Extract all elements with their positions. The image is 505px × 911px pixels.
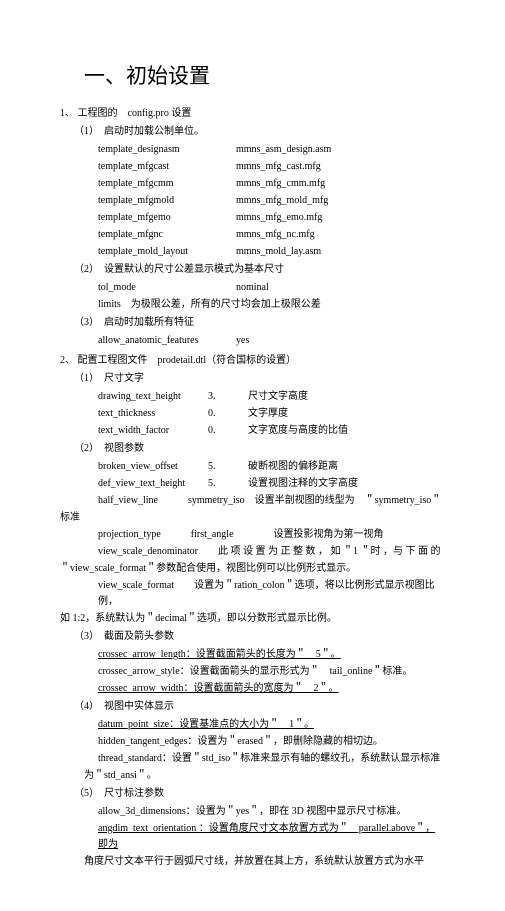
config-key: tol_mode	[98, 280, 236, 296]
config-val: mmns_mfg_cast.mfg	[236, 159, 321, 175]
config-key: drawing_text_height	[98, 389, 208, 405]
body-text: crossec_arrow_style：设置截面箭头的显示形式为＂ tail_o…	[84, 664, 445, 680]
section-2-1-heading: （1） 尺寸文字	[74, 371, 445, 387]
config-val: 尺寸文字高度	[248, 389, 308, 405]
config-row: drawing_text_height3.尺寸文字高度	[84, 389, 445, 405]
body-text: thread_standard：设置＂std_iso＂标准来显示有轴的螺纹孔，系…	[84, 751, 445, 767]
section-2-2-heading: （2） 视图参数	[74, 441, 445, 457]
body-text: 标准	[60, 510, 445, 526]
config-row: template_designasmmmns_asm_design.asm	[84, 142, 445, 158]
body-text: datum_point_size：设置基准点的大小为＂ 1＂。	[84, 717, 445, 733]
config-val: mmns_mold_lay.asm	[236, 244, 321, 260]
config-row: allow_anatomic_featuresyes	[84, 333, 445, 349]
config-val: mmns_mfg_emo.mfg	[236, 210, 322, 226]
config-key: allow_anatomic_features	[98, 333, 236, 349]
section-2-3-heading: （3） 截面及箭头参数	[74, 629, 445, 645]
config-key: template_mfgcmm	[98, 176, 236, 192]
section-1-3-heading: （3） 启动时加载所有特征	[74, 315, 445, 331]
page-title: 一、初始设置	[84, 60, 445, 94]
config-row: template_mfgemommns_mfg_emo.mfg	[84, 210, 445, 226]
config-row: def_view_text_height5.设置视图注释的文字高度	[84, 476, 445, 492]
body-text: crossec_arrow_width：设置截面箭头的宽度为＂ 2＂。	[84, 681, 445, 697]
config-val: yes	[236, 333, 249, 349]
body-underline: crossec_arrow_width：设置截面箭头的宽度为＂ 2＂。	[98, 683, 339, 694]
config-key: template_designasm	[98, 142, 236, 158]
body-text: 如 1:2，系统默认为＂decimal＂选项，即以分数形式显示比例。	[60, 611, 445, 627]
config-mid: 0.	[208, 406, 248, 422]
body-text: view_scale_format 设置为＂ration_colon＂选项，将以…	[84, 578, 445, 610]
section-1-heading: 1、 工程图的 config.pro 设置	[60, 106, 445, 122]
config-mid: 3.	[208, 389, 248, 405]
config-key: broken_view_offset	[98, 459, 208, 475]
config-mid: 5.	[208, 459, 248, 475]
config-val: 设置视图注释的文字高度	[248, 476, 358, 492]
config-key: template_mfgcast	[98, 159, 236, 175]
config-row: template_mold_layoutmmns_mold_lay.asm	[84, 244, 445, 260]
config-key: def_view_text_height	[98, 476, 208, 492]
config-row: template_mfgcastmmns_mfg_cast.mfg	[84, 159, 445, 175]
config-row: template_mfgmoldmmns_mfg_mold_mfg	[84, 193, 445, 209]
body-text: limits 为极限公差，所有的尺寸均会加上极限公差	[84, 297, 445, 313]
body-underline: datum_point_size：设置基准点的大小为＂ 1＂。	[98, 719, 314, 730]
body-text: 为＂std_ansi＂。	[84, 768, 445, 784]
config-row: template_mfgncmmns_mfg_nc.mfg	[84, 227, 445, 243]
body-text: projection_type first_angle 设置投影视角为第一视角	[84, 527, 445, 543]
body-underline: angdim_text_orientation ：设置角度尺寸文本放置方式为＂ …	[98, 823, 435, 850]
section-1-2-heading: （2） 设置默认的尺寸公差显示模式为基本尺寸	[74, 262, 445, 278]
config-val: 文字宽度与高度的比值	[248, 423, 348, 439]
body-text: angdim_text_orientation ：设置角度尺寸文本放置方式为＂ …	[84, 821, 445, 853]
config-row: tol_modenominal	[84, 280, 445, 296]
config-key: template_mfgnc	[98, 227, 236, 243]
config-val: 破断视图的偏移距离	[248, 459, 338, 475]
body-text: hidden_tangent_edges：设置为＂erased＂，即删除隐藏的相…	[84, 734, 445, 750]
section-2-heading: 2、 配置工程图文件 prodetail.dtl（符合国标的设置）	[60, 353, 445, 369]
section-1-1-heading: （1） 启动时加载公制单位。	[74, 124, 445, 140]
config-val: mmns_mfg_nc.mfg	[236, 227, 315, 243]
config-key: template_mold_layout	[98, 244, 236, 260]
section-2-4-heading: （4） 视图中实体显示	[74, 699, 445, 715]
config-val: mmns_mfg_mold_mfg	[236, 193, 328, 209]
config-val: 文字厚度	[248, 406, 288, 422]
body-text: ＂view_scale_format＂参数配合使用，视图比例可以比例形式显示。	[60, 561, 445, 577]
config-val: nominal	[236, 280, 269, 296]
body-text: view_scale_denominator 此 项 设 置 为 正 整 数 ，…	[84, 544, 445, 560]
config-val: mmns_mfg_cmm.mfg	[236, 176, 325, 192]
config-row: broken_view_offset5.破断视图的偏移距离	[84, 459, 445, 475]
body-text: allow_3d_dimensions：设置为＂yes＂，即在 3D 视图中显示…	[84, 804, 445, 820]
body-text: half_view_line symmetry_iso 设置半剖视图的线型为 ＂…	[84, 493, 445, 509]
config-mid: 5.	[208, 476, 248, 492]
body-text: 角度尺寸文本平行于圆弧尺寸线，并放置在其上方，系统默认放置方式为水平	[84, 854, 445, 870]
config-row: template_mfgcmmmmns_mfg_cmm.mfg	[84, 176, 445, 192]
body-underline: crossec_arrow_length：设置截面箭头的长度为＂ 5＂。	[98, 649, 341, 660]
config-row: text_thickness0.文字厚度	[84, 406, 445, 422]
section-2-5-heading: （5） 尺寸标注参数	[74, 786, 445, 802]
config-key: template_mfgmold	[98, 193, 236, 209]
config-key: template_mfgemo	[98, 210, 236, 226]
config-key: text_thickness	[98, 406, 208, 422]
config-val: mmns_asm_design.asm	[236, 142, 331, 158]
config-key: text_width_factor	[98, 423, 208, 439]
config-mid: 0.	[208, 423, 248, 439]
config-row: text_width_factor0.文字宽度与高度的比值	[84, 423, 445, 439]
body-text: crossec_arrow_length：设置截面箭头的长度为＂ 5＂。	[84, 647, 445, 663]
